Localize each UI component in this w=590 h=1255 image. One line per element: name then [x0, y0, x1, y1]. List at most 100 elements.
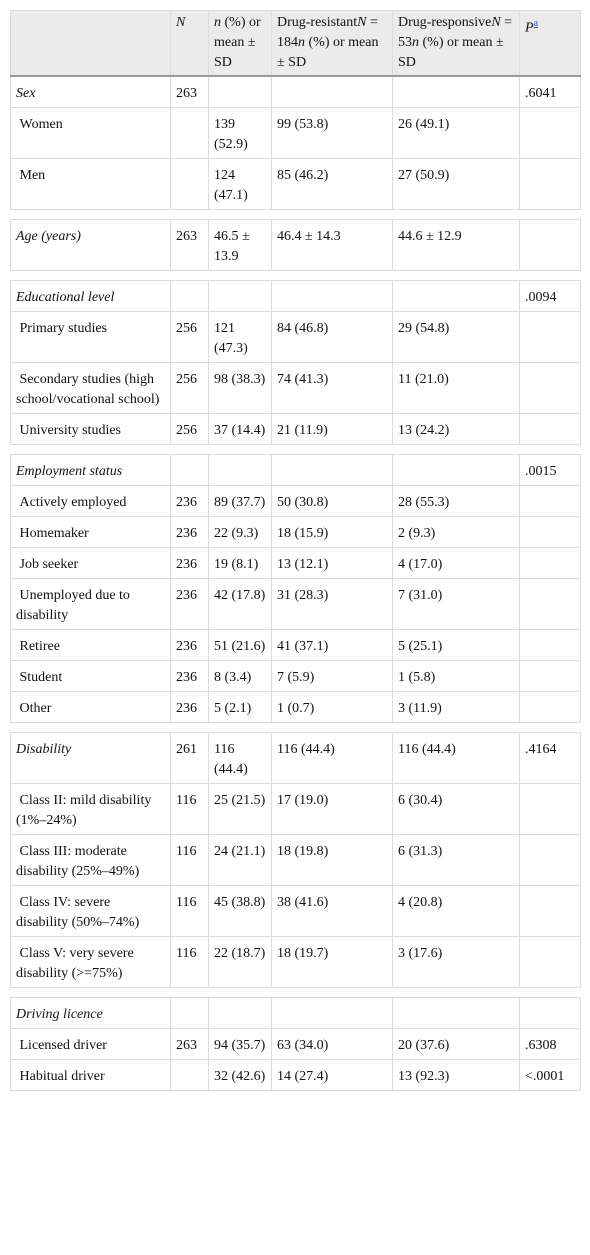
table-body: Sex 263 .6041 Women 139 (52.9) 99 (53.8) 26 (…: [10, 75, 581, 1091]
row-label: Sex: [10, 75, 171, 108]
section-row: Sex 263 .6041: [10, 75, 581, 108]
cell: [519, 936, 581, 988]
cell: 22 (9.3): [208, 516, 272, 548]
row-label: Men: [10, 158, 171, 210]
header-text: N: [491, 15, 501, 30]
cell: [170, 280, 209, 312]
section-row: Educational level .0094: [10, 280, 581, 312]
cell: 42 (17.8): [208, 578, 272, 630]
cell: 116: [170, 834, 209, 886]
cell: [519, 107, 581, 159]
row-label: Actively employed: [10, 485, 171, 517]
cell: 124 (47.1): [208, 158, 272, 210]
cell: 37 (14.4): [208, 413, 272, 445]
cell: .6041: [519, 75, 581, 108]
cell-text: 116: [176, 946, 197, 961]
cell-text: 6 (30.4): [398, 793, 443, 808]
row-label: Habitual driver: [10, 1059, 171, 1091]
cell: .4164: [519, 732, 581, 784]
cell: 85 (46.2): [271, 158, 393, 210]
cell-text: 116 (44.4): [277, 742, 335, 757]
cell-text: Homemaker: [19, 526, 89, 541]
row-label: Student: [10, 660, 171, 692]
cell-text: 44.6 ± 12.9: [398, 229, 462, 244]
cell: 89 (37.7): [208, 485, 272, 517]
cell-text: 24 (21.1): [214, 844, 266, 859]
cell-text: 121 (47.3): [214, 321, 248, 356]
cell-text: 50 (30.8): [277, 495, 329, 510]
cell-text: Sex: [16, 86, 36, 101]
data-row: Class V: very severe disability (>=75%) 1…: [10, 936, 581, 988]
cell: 25 (21.5): [208, 783, 272, 835]
cell: [208, 454, 272, 486]
data-row: Retiree 236 51 (21.6) 41 (37.1) 5 (25.1): [10, 629, 581, 661]
header-text: = 53: [398, 15, 513, 50]
data-row: Actively employed 236 89 (37.7) 50 (30.8) 28…: [10, 485, 581, 517]
cell: 31 (28.3): [271, 578, 393, 630]
data-row: Job seeker 236 19 (8.1) 13 (12.1) 4 (17.0): [10, 547, 581, 579]
cell: [519, 485, 581, 517]
cell-text: 5 (2.1): [214, 701, 252, 716]
header-text: (%) or mean ± SD: [277, 35, 379, 70]
cell-text: Actively employed: [19, 495, 127, 510]
cell: 5 (25.1): [392, 629, 520, 661]
cell-text: 256: [176, 423, 197, 438]
cell-text: 261: [176, 742, 197, 757]
cell: 236: [170, 629, 209, 661]
spacer-row: [10, 722, 581, 733]
row-label: Women: [10, 107, 171, 159]
cell: 18 (19.7): [271, 936, 393, 988]
footnote-marker: a: [534, 16, 538, 29]
cell-text: 1 (0.7): [277, 701, 315, 716]
cell: 263: [170, 75, 209, 108]
cell-text: 236: [176, 495, 197, 510]
cell-text: Other: [19, 701, 52, 716]
cell-text: Retiree: [19, 639, 60, 654]
cell: 116: [170, 783, 209, 835]
cell-text: 19 (8.1): [214, 557, 259, 572]
cell-text: 14 (27.4): [277, 1069, 329, 1084]
cell-text: 11 (21.0): [398, 372, 449, 387]
cell-text: 20 (37.6): [398, 1038, 450, 1053]
cell: 98 (38.3): [208, 362, 272, 414]
cell: 18 (15.9): [271, 516, 393, 548]
cell-text: 18 (19.8): [277, 844, 329, 859]
cell: 13 (24.2): [392, 413, 520, 445]
cell: [392, 280, 520, 312]
cell-text: 46.5 ± 13.9: [214, 229, 250, 264]
cell: 41 (37.1): [271, 629, 393, 661]
header-text: (%) or mean ± SD: [398, 35, 504, 70]
cell-text: Primary studies: [19, 321, 108, 336]
cell-text: .4164: [525, 742, 557, 757]
cell: 11 (21.0): [392, 362, 520, 414]
cell: .0015: [519, 454, 581, 486]
cell: [208, 997, 272, 1029]
row-label: Driving licence: [10, 997, 171, 1029]
row-label: Homemaker: [10, 516, 171, 548]
cell-text: 263: [176, 229, 197, 244]
cell-text: 116: [176, 793, 197, 808]
row-label: Retiree: [10, 629, 171, 661]
footnote-link[interactable]: a: [533, 18, 539, 29]
row-label: Class II: mild disability (1%–24%): [10, 783, 171, 835]
data-row: Men 124 (47.1) 85 (46.2) 27 (50.9): [10, 158, 581, 210]
cell-text: 2 (9.3): [398, 526, 436, 541]
cell-text: Unemployed due to disability: [16, 588, 130, 623]
cell: 256: [170, 413, 209, 445]
cell-text: 1 (5.8): [398, 670, 436, 685]
spacer-row: [10, 444, 581, 455]
cell: 3 (11.9): [392, 691, 520, 723]
data-row: Habitual driver 32 (42.6) 14 (27.4) 13 (92.…: [10, 1059, 581, 1091]
cell-text: 18 (19.7): [277, 946, 329, 961]
header-text: n: [214, 15, 221, 30]
cell-text: 32 (42.6): [214, 1069, 266, 1084]
cell-text: 236: [176, 701, 197, 716]
cell: 121 (47.3): [208, 311, 272, 363]
cell: 236: [170, 485, 209, 517]
row-label: Job seeker: [10, 547, 171, 579]
cell: 263: [170, 1028, 209, 1060]
cell-text: .6041: [525, 86, 557, 101]
row-label: University studies: [10, 413, 171, 445]
